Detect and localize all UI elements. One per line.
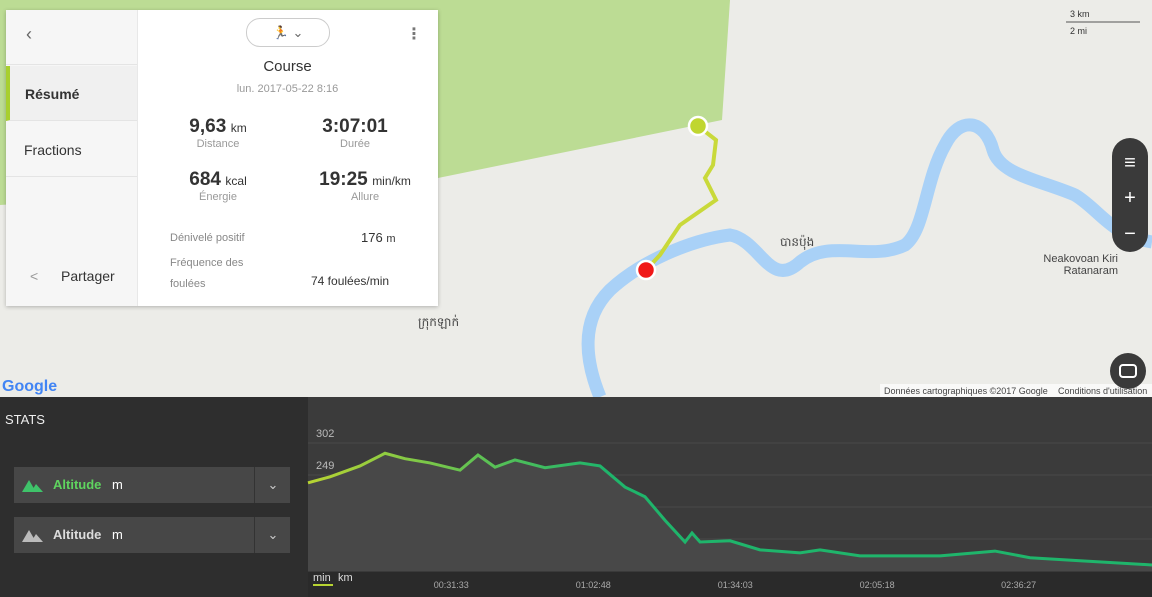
place-label: បានប៉ុង bbox=[780, 234, 814, 250]
sport-selector[interactable]: 🏃 ⌄ bbox=[246, 18, 330, 47]
tab[interactable]: Fractions bbox=[6, 122, 137, 177]
metric-unit: kcal bbox=[225, 174, 247, 188]
place-label: ក្រុកឡាក់ bbox=[418, 314, 459, 330]
metric: 19:25 min/km Allure bbox=[290, 169, 440, 203]
scale-label: 2 mi bbox=[1070, 26, 1087, 36]
metric: 3:07:01 Durée bbox=[290, 116, 420, 150]
selector-metric: Altitude bbox=[53, 477, 102, 492]
tab[interactable]: Résumé bbox=[6, 66, 137, 121]
activity-title: Course bbox=[263, 58, 312, 75]
mountain-icon bbox=[22, 480, 43, 492]
metric-selector[interactable]: Altitude m ⌄ bbox=[14, 467, 290, 503]
detail-unit: m bbox=[386, 233, 396, 245]
metric-value: 684 bbox=[189, 169, 221, 190]
attribution: Données cartographiques ©2017 Google bbox=[884, 386, 1048, 396]
zoom-out[interactable]: − bbox=[1112, 216, 1148, 252]
metric-unit: km bbox=[230, 121, 247, 135]
menu-button[interactable]: ≡ bbox=[1112, 138, 1148, 188]
activity-card: ‹ Résumé Fractions < Partager 🏃 ⌄ ⋮ Cour… bbox=[6, 10, 438, 306]
side-tabs: ‹ Résumé Fractions < Partager bbox=[6, 10, 138, 306]
river bbox=[581, 118, 1152, 397]
metric-value: 19:25 bbox=[319, 169, 368, 190]
fit-button[interactable] bbox=[1110, 353, 1146, 389]
dropdown-arrow[interactable]: ⌄ bbox=[254, 517, 291, 553]
metric-selector[interactable]: Altitude m ⌄ bbox=[14, 517, 290, 553]
poi-label: Neakovoan Kiri Ratanaram bbox=[1043, 253, 1118, 277]
stats-panel: STATS Altitude m ⌄ Altitude m ⌄ bbox=[0, 397, 1152, 597]
metric: 9,63 km Distance bbox=[153, 116, 283, 150]
start-marker[interactable] bbox=[687, 115, 709, 137]
attribution-bg bbox=[880, 384, 1152, 397]
metric-label: Allure bbox=[350, 191, 380, 203]
route bbox=[644, 124, 719, 272]
detail-label: Dénivelé positif bbox=[170, 232, 245, 244]
metric-value: 9,63 bbox=[189, 116, 227, 137]
metric-label: Distance bbox=[196, 138, 240, 150]
selector-unit: m bbox=[112, 477, 123, 492]
back-button[interactable]: ‹ bbox=[6, 10, 137, 65]
metric-unit: min/km bbox=[372, 174, 411, 188]
mountain-icon bbox=[22, 530, 43, 542]
google-logo: Google bbox=[2, 378, 57, 395]
detail-value: 176 m bbox=[361, 230, 396, 245]
detail-value: 74 foulées/min bbox=[311, 274, 390, 288]
terms-link[interactable]: Conditions d'utilisation bbox=[1058, 386, 1147, 396]
selector-metric: Altitude bbox=[53, 527, 102, 542]
dropdown-arrow[interactable]: ⌄ bbox=[254, 467, 291, 503]
more-menu[interactable]: ⋮ bbox=[406, 26, 422, 43]
activity-date: lun. 2017-05-22 8:16 bbox=[236, 83, 339, 95]
metric: 684 kcal Énergie bbox=[153, 169, 283, 203]
detail-number: 176 bbox=[361, 230, 383, 245]
selector-unit: m bbox=[112, 527, 123, 542]
share-icon: < bbox=[30, 268, 39, 284]
metric-label: Énergie bbox=[199, 191, 237, 203]
end-marker[interactable] bbox=[635, 259, 657, 281]
detail-label: Fréquence des foulées bbox=[170, 257, 244, 290]
scale-label: 3 km bbox=[1070, 9, 1090, 19]
fit-icon bbox=[1119, 364, 1137, 378]
metric-label: Durée bbox=[340, 138, 370, 150]
zoom-in[interactable]: + bbox=[1112, 180, 1148, 216]
stats-title: STATS bbox=[5, 412, 45, 427]
metric-value: 3:07:01 bbox=[322, 116, 388, 137]
share-button[interactable]: Partager bbox=[61, 268, 115, 284]
